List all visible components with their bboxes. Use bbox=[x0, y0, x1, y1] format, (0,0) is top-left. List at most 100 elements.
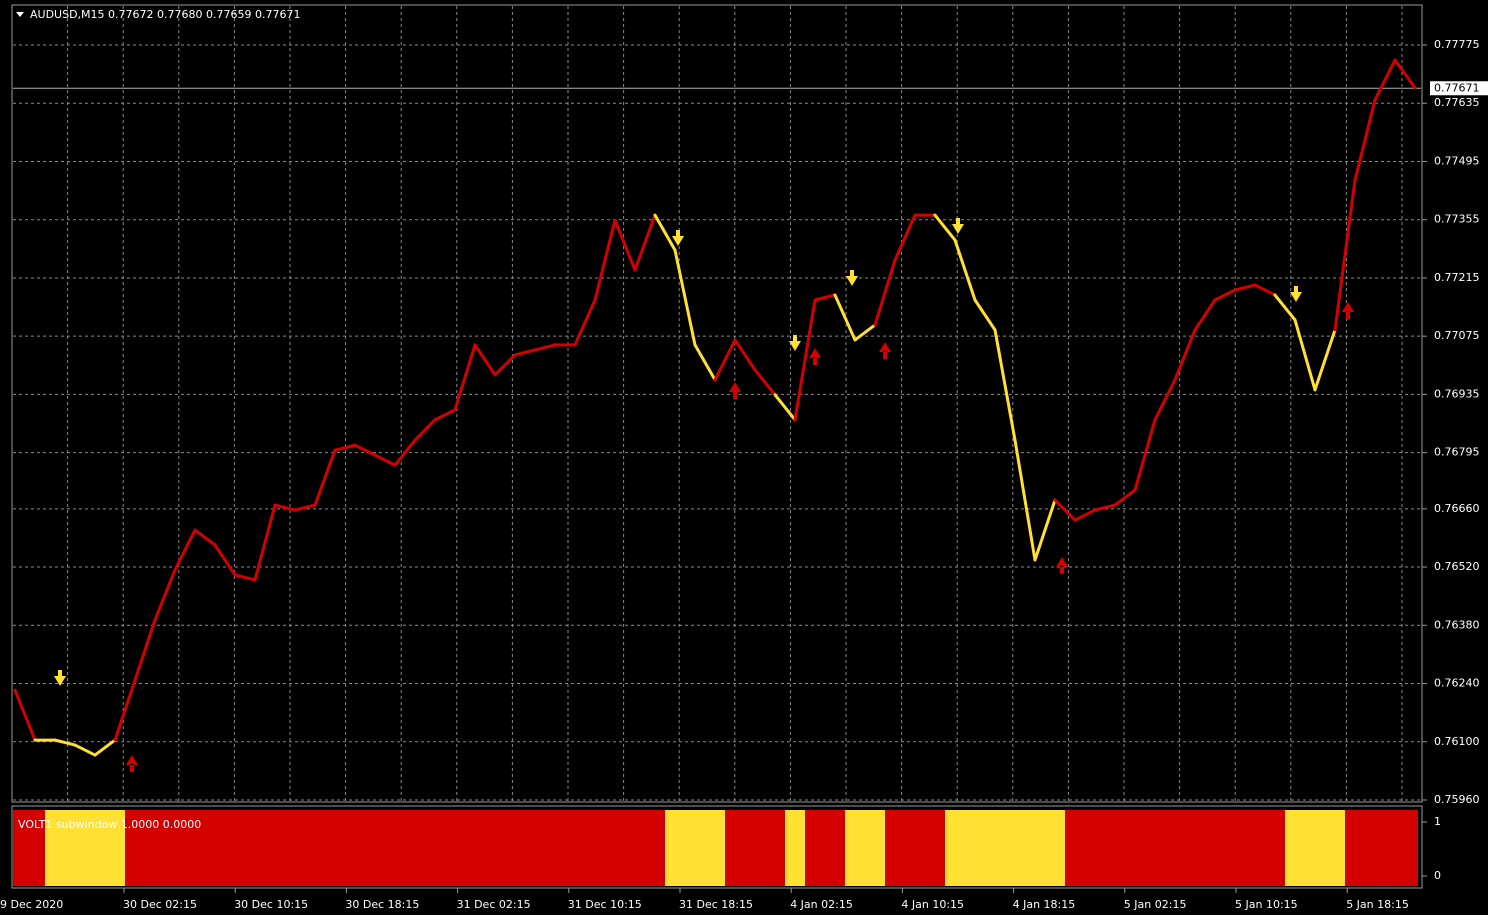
y-tick-label: 0.76660 bbox=[1434, 502, 1480, 515]
state-block bbox=[885, 810, 905, 886]
price-segment bbox=[193, 528, 217, 547]
price-segment bbox=[693, 343, 717, 382]
price-segment bbox=[1193, 298, 1217, 332]
state-block bbox=[685, 810, 705, 886]
time-label: 4 Jan 02:15 bbox=[790, 898, 853, 911]
price-segment bbox=[333, 443, 357, 452]
price-segment bbox=[653, 213, 677, 252]
price-segment bbox=[813, 293, 837, 302]
state-block bbox=[185, 810, 205, 886]
collapse-icon[interactable] bbox=[16, 12, 24, 17]
price-segment bbox=[1073, 508, 1097, 522]
price-segment bbox=[1253, 283, 1277, 297]
price-segment bbox=[1013, 438, 1037, 562]
state-block bbox=[405, 810, 425, 886]
state-block bbox=[1225, 810, 1245, 886]
sub-label: VOLT1 subwindow 1.0000 0.0000 bbox=[18, 818, 201, 831]
state-block bbox=[825, 810, 845, 886]
y-tick-label: 0.76100 bbox=[1434, 735, 1480, 748]
state-block bbox=[305, 810, 325, 886]
state-block bbox=[1045, 810, 1065, 886]
state-block bbox=[1005, 810, 1025, 886]
y-tick-label: 0.75960 bbox=[1434, 793, 1480, 806]
state-block bbox=[625, 810, 645, 886]
price-segment bbox=[1233, 283, 1257, 292]
current-price-label: 0.77671 bbox=[1434, 81, 1480, 94]
state-block bbox=[865, 810, 885, 886]
price-segment bbox=[573, 298, 597, 347]
time-label: 5 Jan 10:15 bbox=[1235, 898, 1298, 911]
state-block bbox=[1025, 810, 1045, 886]
time-label: 4 Jan 10:15 bbox=[901, 898, 964, 911]
state-block bbox=[205, 810, 225, 886]
state-block bbox=[1185, 810, 1205, 886]
state-block bbox=[1165, 810, 1185, 886]
state-block bbox=[965, 810, 985, 886]
price-segment bbox=[993, 328, 1017, 442]
price-segment bbox=[13, 688, 37, 742]
state-block bbox=[125, 810, 145, 886]
price-segment bbox=[213, 543, 237, 577]
state-block bbox=[345, 810, 365, 886]
state-block bbox=[425, 810, 445, 886]
y-tick-label: 0.77775 bbox=[1434, 38, 1480, 51]
price-segment bbox=[1033, 498, 1057, 562]
time-label: 30 Dec 10:15 bbox=[234, 898, 308, 911]
y-tick-label: 0.76795 bbox=[1434, 446, 1480, 459]
price-segment bbox=[253, 503, 277, 582]
price-segment bbox=[613, 218, 637, 272]
price-segment bbox=[73, 743, 97, 757]
price-segment bbox=[513, 348, 537, 357]
state-block bbox=[945, 810, 965, 886]
state-block bbox=[765, 810, 785, 886]
state-block bbox=[1245, 810, 1265, 886]
state-block bbox=[725, 810, 745, 886]
state-block bbox=[1125, 810, 1145, 886]
price-segment bbox=[1273, 293, 1297, 322]
state-block bbox=[465, 810, 485, 886]
price-segment bbox=[1113, 488, 1137, 507]
price-segment bbox=[973, 298, 997, 332]
state-block bbox=[245, 810, 265, 886]
state-block bbox=[585, 810, 605, 886]
price-segment bbox=[273, 503, 297, 512]
state-block bbox=[505, 810, 525, 886]
state-block bbox=[25, 810, 45, 886]
price-segment bbox=[453, 343, 477, 412]
state-block bbox=[85, 810, 105, 886]
state-block bbox=[445, 810, 465, 886]
state-block bbox=[485, 810, 505, 886]
y-tick-label: 0.77635 bbox=[1434, 96, 1480, 109]
price-segment bbox=[113, 678, 137, 742]
state-block bbox=[805, 810, 825, 886]
state-block bbox=[1345, 810, 1365, 886]
state-block bbox=[1305, 810, 1325, 886]
state-block bbox=[1405, 810, 1418, 886]
price-segment bbox=[873, 258, 897, 327]
signal-arrows bbox=[54, 218, 1354, 772]
price-segment bbox=[1093, 503, 1117, 512]
state-block bbox=[705, 810, 725, 886]
state-block bbox=[325, 810, 345, 886]
state-block bbox=[365, 810, 385, 886]
time-label: 31 Dec 10:15 bbox=[568, 898, 642, 911]
state-block bbox=[145, 810, 165, 886]
price-segment bbox=[833, 293, 857, 342]
time-label: 30 Dec 02:15 bbox=[123, 898, 197, 911]
time-label: 9 Dec 2020 bbox=[0, 898, 63, 911]
state-block bbox=[105, 810, 125, 886]
price-segment bbox=[1213, 288, 1237, 302]
symbol-header: AUDUSD,M15 0.77672 0.77680 0.77659 0.776… bbox=[30, 8, 300, 21]
state-block bbox=[1205, 810, 1225, 886]
time-label: 30 Dec 18:15 bbox=[345, 898, 419, 911]
state-block bbox=[665, 810, 685, 886]
price-segment bbox=[313, 448, 337, 507]
price-segment bbox=[373, 453, 397, 467]
price-segment bbox=[853, 323, 877, 342]
price-segment bbox=[733, 338, 757, 372]
state-block bbox=[925, 810, 945, 886]
state-block bbox=[905, 810, 925, 886]
state-block bbox=[45, 810, 65, 886]
y-tick-label: 0.76935 bbox=[1434, 387, 1480, 400]
